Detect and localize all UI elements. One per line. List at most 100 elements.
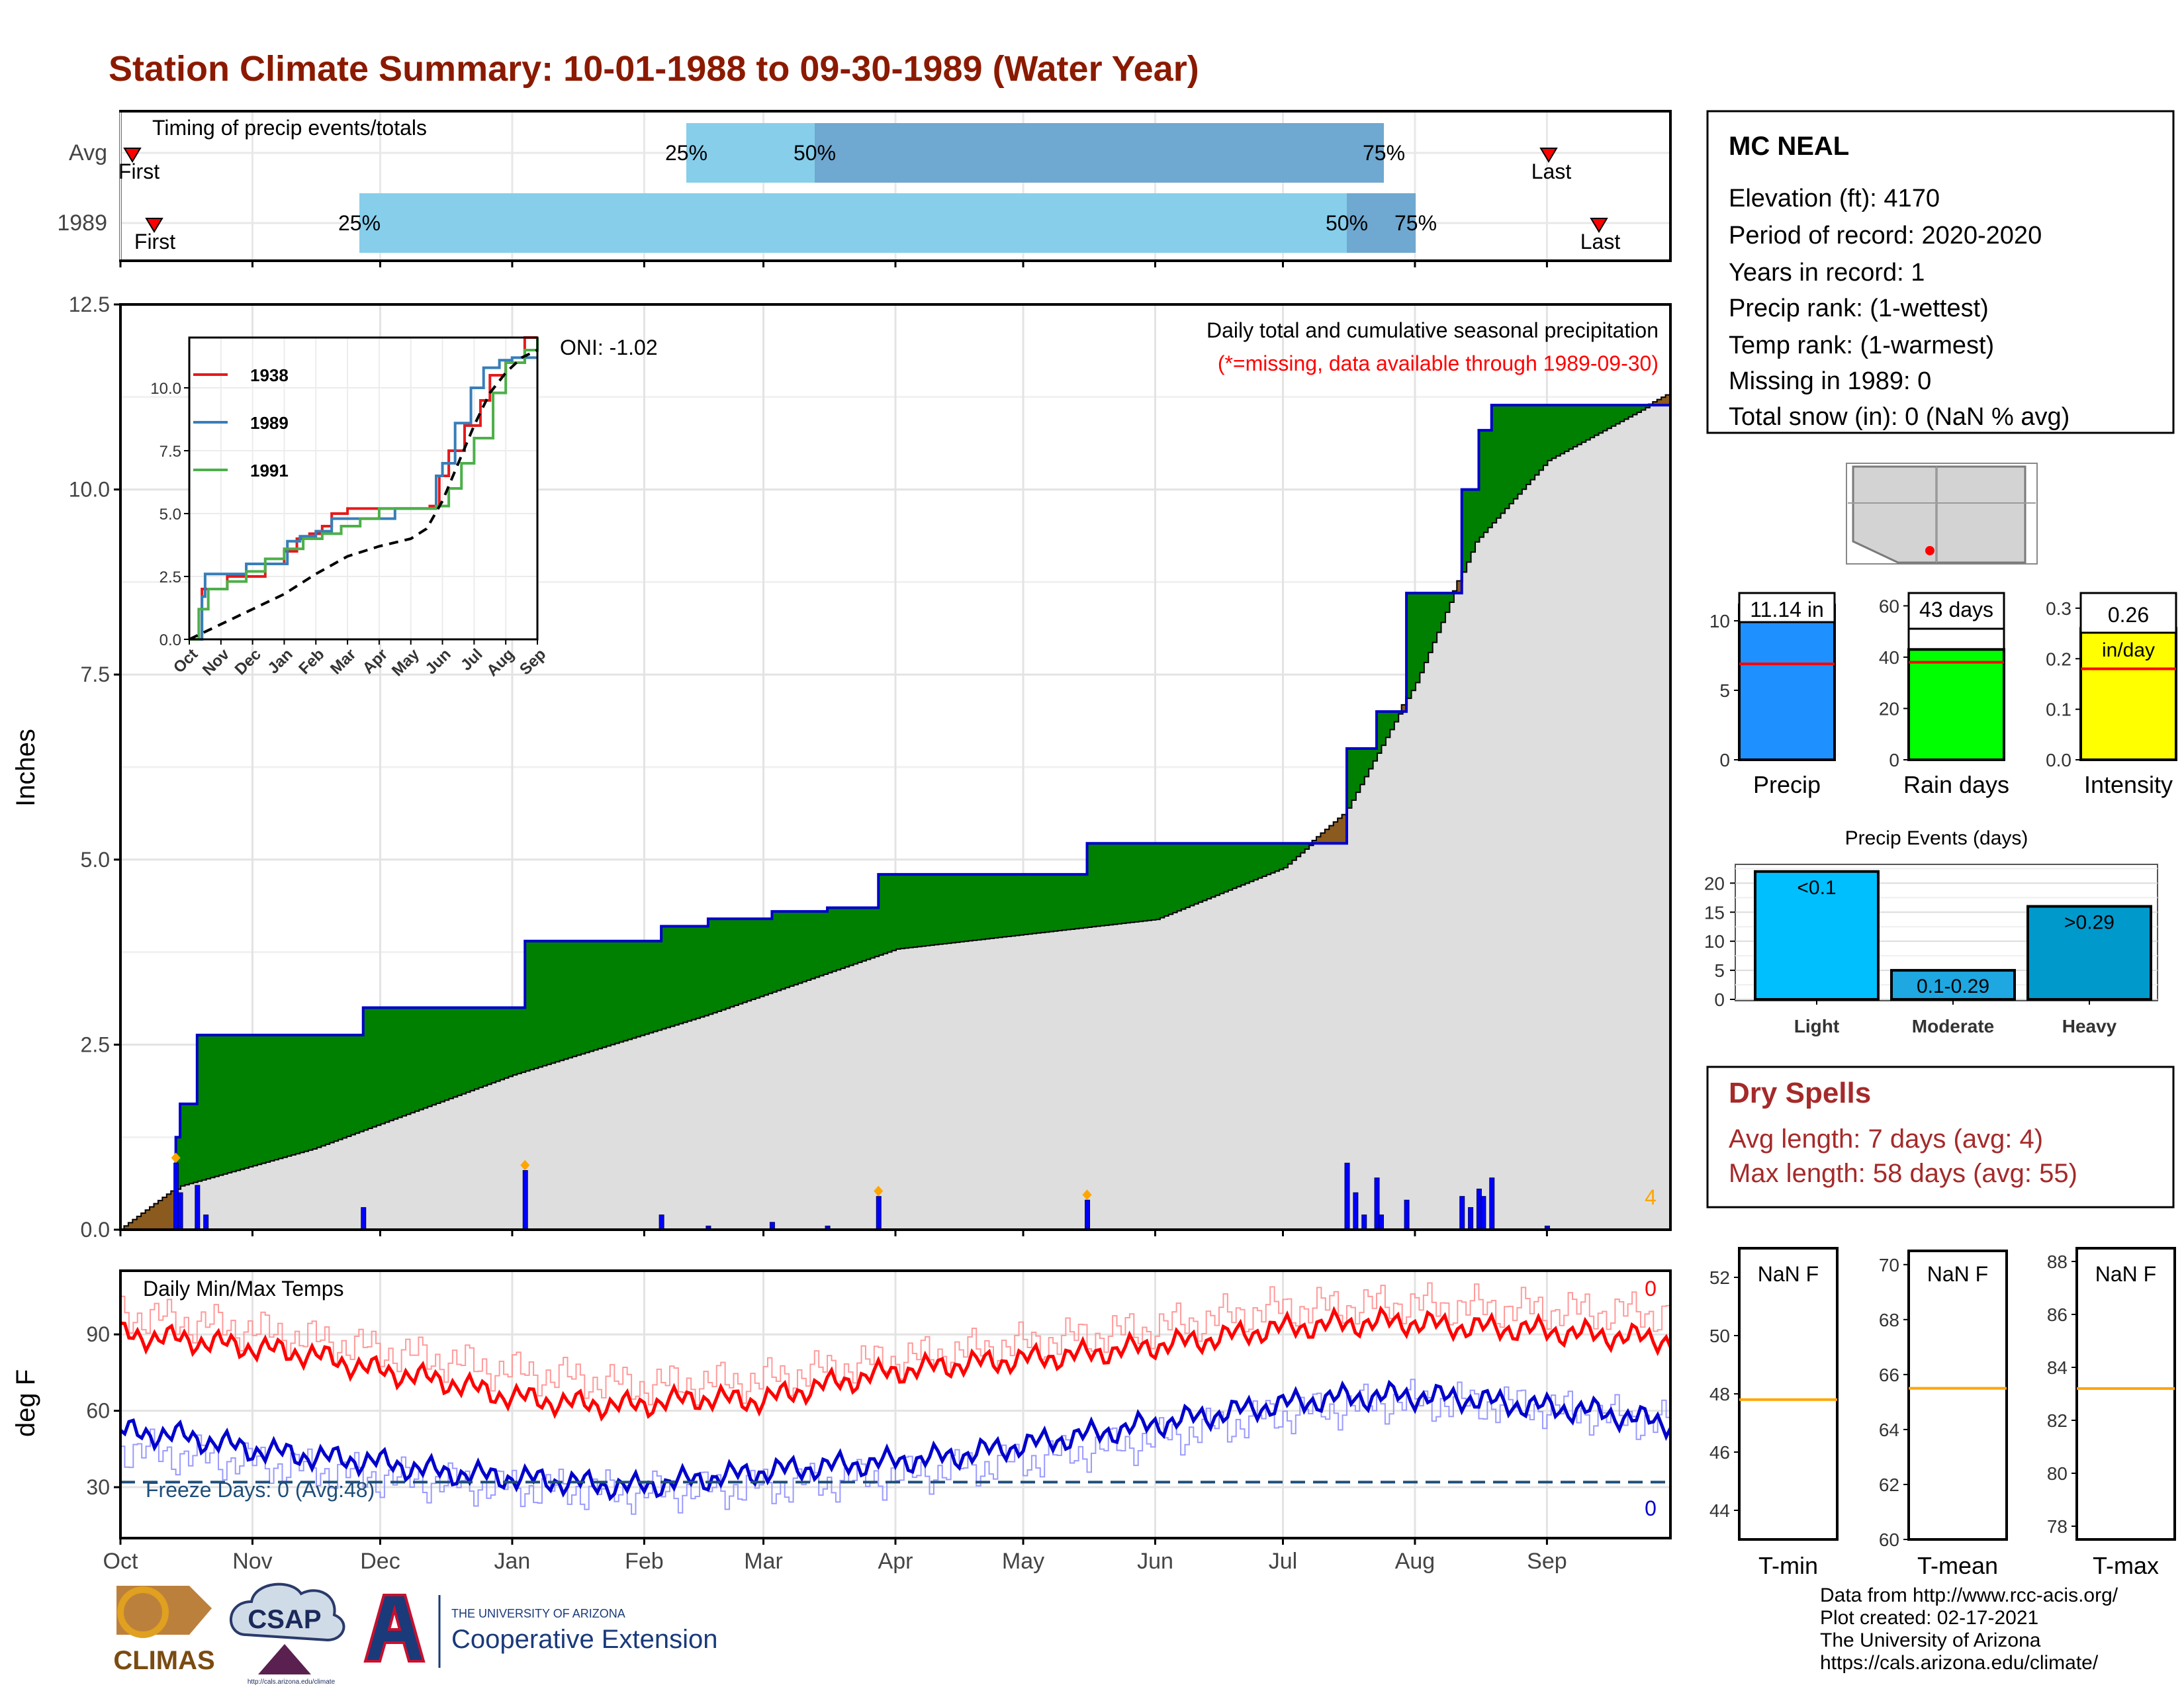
timing-year-first-marker <box>145 218 163 233</box>
summary-ytick-label-2-0: 0.0 <box>2046 750 2071 770</box>
climas-logo-text: CLIMAS <box>113 1646 214 1675</box>
temp-grid <box>119 1271 1670 1538</box>
inset-y-axis: 0.0 2.5 5.0 7.5 10.0 <box>150 380 189 649</box>
inset-ytick-label-4: 10.0 <box>150 380 181 398</box>
timing-row-year-label: 1989 <box>57 210 107 236</box>
inset-legend: 1938 1989 1991 <box>193 365 289 480</box>
daily-precip-bar-11 <box>1085 1199 1091 1230</box>
map-border-line <box>1848 467 2036 563</box>
csap-cloud-icon <box>230 1582 345 1642</box>
events-bar-label-1: 0.1-0.29 <box>1917 976 1989 997</box>
summary-raindays: 43 days 0 20 40 60 Rain days <box>1879 592 2009 798</box>
temp-ytick-label-0: 30 <box>86 1475 110 1499</box>
station-period: Period of record: 2020-2020 <box>1729 222 2042 250</box>
dry-spells-title: Dry Spells <box>1729 1077 1871 1109</box>
events-bar-moderate <box>1890 969 2016 1001</box>
summary-intensity-label: Intensity <box>2084 771 2173 798</box>
tbox-ytick-label-2-2: 82 <box>2047 1410 2068 1431</box>
timing-year-last-marker <box>1590 218 1608 233</box>
summary-raindays-axis: 0 20 40 60 <box>1879 596 1909 770</box>
climas-logo-ring <box>117 1586 169 1638</box>
daily-precip-bars <box>173 1162 1550 1230</box>
month-label-Mar: Mar <box>744 1549 783 1574</box>
month-label-Jan: Jan <box>494 1549 531 1574</box>
page-title: Station Climate Summary: 10-01-1988 to 0… <box>109 49 1199 89</box>
daily-precip-bar-22 <box>1489 1177 1495 1230</box>
temp-series-tmax <box>120 1305 1672 1422</box>
dry-spells-max: Max length: 58 days (avg: 55) <box>1729 1159 2077 1188</box>
events-ytick-label-0: 0 <box>1714 989 1725 1010</box>
ua-small-text: THE UNIVERSITY OF ARIZONA <box>451 1607 625 1620</box>
inset-bg <box>189 338 537 639</box>
events-category-label-0: Light <box>1794 1016 1839 1036</box>
timing-avg-first-marker <box>123 148 142 163</box>
inset-ytick-label-1: 2.5 <box>159 569 181 586</box>
tbox-tmax-axis: 78 80 82 84 86 88 <box>2047 1252 2077 1537</box>
inset-ytick-label-2: 5.0 <box>159 506 181 524</box>
summary-precip-bar <box>1738 604 1836 761</box>
missing-markers <box>171 1152 1092 1201</box>
timing-avg-bar-25-50 <box>686 123 815 183</box>
summary-precip-axis: 0 5 10 <box>1709 611 1739 770</box>
tbox-tmean-value: NaN F <box>1927 1262 1988 1286</box>
summary-precip-label: Precip <box>1753 771 1821 798</box>
events-y-axis: 0 5 10 15 20 <box>1704 873 1735 1010</box>
dry-spells-avg: Avg length: 7 days (avg: 4) <box>1729 1124 2043 1154</box>
daily-precip-bar-5 <box>522 1170 528 1230</box>
map-station-marker <box>1925 546 1934 555</box>
timing-avg-75-label: 75% <box>1363 141 1405 165</box>
inset-legend-label-1991: 1991 <box>250 461 289 480</box>
timing-title: Timing of precip events/totals <box>152 116 427 140</box>
temp-ytick-label-1: 60 <box>86 1399 110 1423</box>
tbox-tmax-label: T-max <box>2093 1552 2159 1579</box>
events-bar-label-0: <0.1 <box>1797 877 1836 899</box>
precip-panel: 0.0 2.5 5.0 7.5 10.0 12.5 Inches Daily total … <box>11 293 1672 1242</box>
summary-ytick-label-0-0: 0 <box>1719 750 1730 770</box>
tbox-tmean-frame <box>1907 1250 2008 1541</box>
timing-avg-last-marker <box>1539 148 1558 163</box>
temp-series-tmin <box>119 1379 1672 1502</box>
summary-ytick-label-0-2: 10 <box>1709 611 1730 631</box>
summary-raindays-bar <box>1907 648 2005 761</box>
events-ytick-label-3: 15 <box>1704 902 1725 923</box>
timing-year-last-label: Last <box>1580 230 1621 253</box>
tbox-tmean: NaN F 60 62 64 66 68 70 T-mean <box>1879 1250 2008 1579</box>
station-info-box: MC NEAL Elevation (ft): 4170 Period of r… <box>1706 110 2175 434</box>
ua-big-text: Cooperative Extension <box>451 1625 717 1654</box>
temp-series <box>119 1282 1672 1515</box>
summary-intensity-unit: in/day <box>2102 639 2155 661</box>
daily-precip-bar-10 <box>876 1196 882 1230</box>
tbox-ytick-label-2-4: 86 <box>2047 1304 2068 1325</box>
summary-ytick-label-2-2: 0.2 <box>2046 649 2071 669</box>
timing-avg-first-label: First <box>118 160 159 183</box>
events-bar-light <box>1754 870 1880 1001</box>
month-label-Jul: Jul <box>1269 1549 1297 1574</box>
tbox-tmax: NaN F 78 80 82 84 86 88 T-max <box>2047 1247 2176 1579</box>
footer-credits: Data from http://www.rcc-acis.org/ Plot … <box>1820 1584 2118 1674</box>
temp-summary-boxes: NaN F 44 46 48 50 52 T-min NaN F 60 62 64 66 68 7… <box>1709 1247 2176 1579</box>
tbox-ytick-label-1-5: 70 <box>1879 1255 1899 1275</box>
summary-intensity-axis: 0.0 0.1 0.2 0.3 <box>2046 598 2081 770</box>
precip-ytick-label-1: 2.5 <box>81 1032 110 1056</box>
timing-row-avg-label: Avg <box>69 140 107 165</box>
timing-panel: Timing of precip events/totals Avg 1989 … <box>57 110 1672 262</box>
tbox-ytick-label-0-4: 52 <box>1709 1267 1730 1288</box>
events-bar-heavy <box>2026 905 2152 1001</box>
events-category-label-2: Heavy <box>2062 1016 2117 1036</box>
daily-precip-bar-13 <box>1353 1192 1359 1230</box>
tbox-ytick-label-0-0: 44 <box>1709 1500 1730 1521</box>
summary-ytick-label-1-1: 20 <box>1879 698 1899 719</box>
timing-year-bar-50-75 <box>1347 193 1416 253</box>
tbox-tmean-label: T-mean <box>1917 1552 1998 1579</box>
footer-line-data-source: Data from http://www.rcc-acis.org/ <box>1820 1584 2118 1606</box>
summary-value-box-2 <box>2079 592 2177 634</box>
timing-avg-25-label: 25% <box>665 141 707 165</box>
summary-ytick-label-2-1: 0.1 <box>2046 700 2071 720</box>
summary-precip-value: 11.14 in <box>1750 598 1824 621</box>
precip-ytick-label-4: 10.0 <box>69 478 110 502</box>
summary-precip: 11.14 in 0 5 10 Precip <box>1709 592 1836 798</box>
freeze-days-label: Freeze Days: 0 (Avg:48) <box>146 1478 375 1502</box>
temp-ytick-label-2: 90 <box>86 1322 110 1346</box>
